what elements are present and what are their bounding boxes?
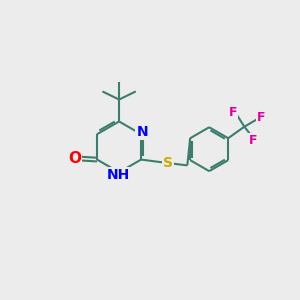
Text: N: N (136, 125, 148, 139)
Text: O: O (68, 151, 81, 166)
Text: F: F (229, 106, 237, 119)
Text: F: F (257, 111, 265, 124)
Text: NH: NH (106, 168, 130, 182)
Text: S: S (163, 156, 173, 170)
Text: F: F (249, 134, 258, 147)
